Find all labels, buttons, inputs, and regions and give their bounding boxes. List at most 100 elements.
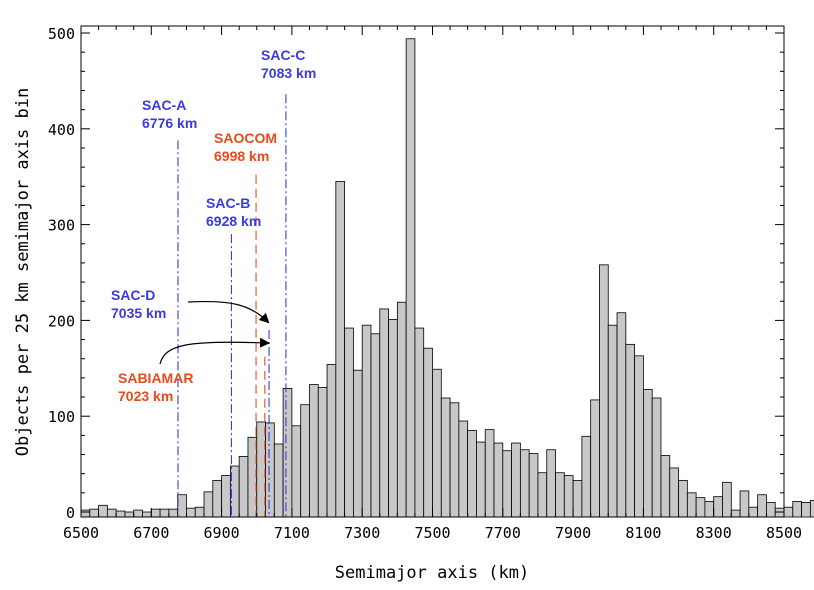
histogram-bar bbox=[616, 312, 627, 518]
axis-ticks-group: 6500 6700 6900 7100 7300 7500 7700 7900 8100 8300… bbox=[48, 25, 802, 542]
marker-lines-group bbox=[177, 94, 287, 517]
histogram-bar bbox=[748, 506, 759, 518]
annotations-group: SAC-A 6776 km SAC-B 6928 km SAC-C 7083 km SAOC… bbox=[111, 47, 316, 404]
x-tick-label: 8100 bbox=[625, 524, 661, 542]
histogram-bar bbox=[238, 456, 249, 518]
annotation-label-sabiamar: SABIAMAR bbox=[118, 370, 193, 386]
histogram-bar bbox=[493, 442, 504, 518]
histogram-bar bbox=[221, 475, 231, 518]
x-tick-label: 7300 bbox=[344, 524, 380, 542]
histogram-bar bbox=[660, 455, 671, 518]
histogram-bar bbox=[317, 387, 328, 518]
histogram-bar bbox=[300, 404, 310, 518]
histogram-bar bbox=[484, 429, 495, 518]
histogram-bar bbox=[370, 333, 381, 518]
y-tick-label: 400 bbox=[48, 121, 75, 139]
arrows-group bbox=[159, 300, 270, 365]
histogram-bar bbox=[273, 443, 284, 518]
x-tick-label: 7700 bbox=[485, 524, 521, 542]
histogram-bar bbox=[511, 442, 521, 518]
annotation-value-sac-b: 6928 km bbox=[206, 213, 261, 229]
histogram-bar bbox=[212, 479, 222, 518]
x-tick-label: 8500 bbox=[766, 524, 802, 542]
histogram-bar bbox=[98, 504, 108, 518]
histogram-bar bbox=[432, 368, 442, 518]
histogram-bar bbox=[686, 492, 697, 518]
histogram-bar bbox=[133, 509, 143, 518]
histogram-bar bbox=[757, 494, 767, 518]
histogram-bar bbox=[265, 422, 275, 518]
histogram-bar bbox=[809, 500, 814, 518]
bars-group bbox=[80, 38, 814, 518]
histogram-bar bbox=[625, 343, 636, 518]
histogram-bar bbox=[651, 397, 662, 518]
histogram-bar bbox=[159, 508, 170, 518]
y-tick-label: 500 bbox=[48, 25, 75, 43]
histogram-bar bbox=[168, 508, 179, 518]
histogram-bar bbox=[467, 430, 477, 518]
annotation-value-saocom: 6998 km bbox=[214, 148, 269, 164]
histogram-bar bbox=[423, 347, 433, 518]
histogram-bar bbox=[106, 508, 117, 518]
y-axis-title: Objects per 25 km semimajor axis bin bbox=[13, 88, 33, 456]
histogram-bar bbox=[379, 308, 389, 518]
histogram-bar bbox=[502, 450, 512, 518]
x-tick-label: 6900 bbox=[204, 524, 240, 542]
annotation-value-sac-d: 7035 km bbox=[111, 305, 166, 321]
histogram-bar bbox=[361, 324, 372, 518]
arrow-sac-d bbox=[187, 300, 270, 324]
y-tick-label: 100 bbox=[48, 408, 75, 426]
histogram-bar bbox=[396, 301, 407, 518]
histogram-bar bbox=[291, 425, 302, 518]
histogram-bar bbox=[599, 264, 609, 518]
histogram-bar bbox=[89, 508, 99, 518]
x-tick-label: 7900 bbox=[555, 524, 591, 542]
annotation-label-sac-b: SAC-B bbox=[206, 195, 250, 211]
x-tick-label: 7500 bbox=[414, 524, 450, 542]
histogram-bar bbox=[730, 509, 741, 518]
annotation-label-sac-d: SAC-D bbox=[111, 287, 155, 303]
histogram-bar bbox=[335, 181, 346, 518]
histogram-bar bbox=[634, 355, 644, 518]
histogram-bar bbox=[142, 511, 152, 518]
histogram-bar bbox=[344, 327, 354, 518]
histogram-bar bbox=[563, 475, 574, 518]
histogram-bar bbox=[458, 420, 469, 518]
histogram-bar bbox=[194, 506, 205, 518]
histogram-bar bbox=[766, 502, 776, 518]
histogram-bar bbox=[704, 501, 715, 518]
histogram-bar bbox=[449, 402, 460, 518]
annotation-label-sac-a: SAC-A bbox=[142, 97, 186, 113]
histogram-bar bbox=[801, 502, 811, 518]
histogram-bar bbox=[309, 384, 319, 518]
histogram-bar bbox=[555, 472, 565, 518]
histogram-bar bbox=[774, 507, 785, 518]
y-tick-label: 200 bbox=[48, 312, 75, 330]
histogram-bar bbox=[537, 472, 548, 518]
annotation-value-sabiamar: 7023 km bbox=[118, 388, 173, 404]
histogram-bar bbox=[643, 388, 653, 518]
histogram-bar bbox=[388, 319, 398, 518]
histogram-bar bbox=[405, 38, 416, 518]
y-tick-label: 300 bbox=[48, 217, 75, 235]
histogram-bar bbox=[519, 449, 530, 518]
annotation-value-sac-a: 6776 km bbox=[142, 115, 197, 131]
histogram-bar bbox=[528, 453, 539, 518]
histogram-bar bbox=[353, 369, 363, 518]
histogram-bar bbox=[695, 497, 706, 518]
histogram-bar bbox=[783, 506, 794, 518]
histogram-bar bbox=[80, 509, 91, 518]
histogram-bar bbox=[440, 397, 451, 518]
annotation-label-sac-c: SAC-C bbox=[261, 47, 305, 63]
x-tick-label: 8300 bbox=[696, 524, 732, 542]
histogram-bar bbox=[256, 421, 266, 518]
x-axis-title: Semimajor axis (km) bbox=[335, 563, 529, 583]
histogram-bar bbox=[115, 510, 126, 518]
annotation-label-saocom: SAOCOM bbox=[214, 130, 277, 146]
histogram-bar bbox=[581, 435, 592, 518]
histogram-bar bbox=[150, 508, 161, 518]
x-tick-label: 7100 bbox=[274, 524, 310, 542]
x-tick-label: 6700 bbox=[133, 524, 169, 542]
histogram-bar bbox=[414, 327, 425, 518]
